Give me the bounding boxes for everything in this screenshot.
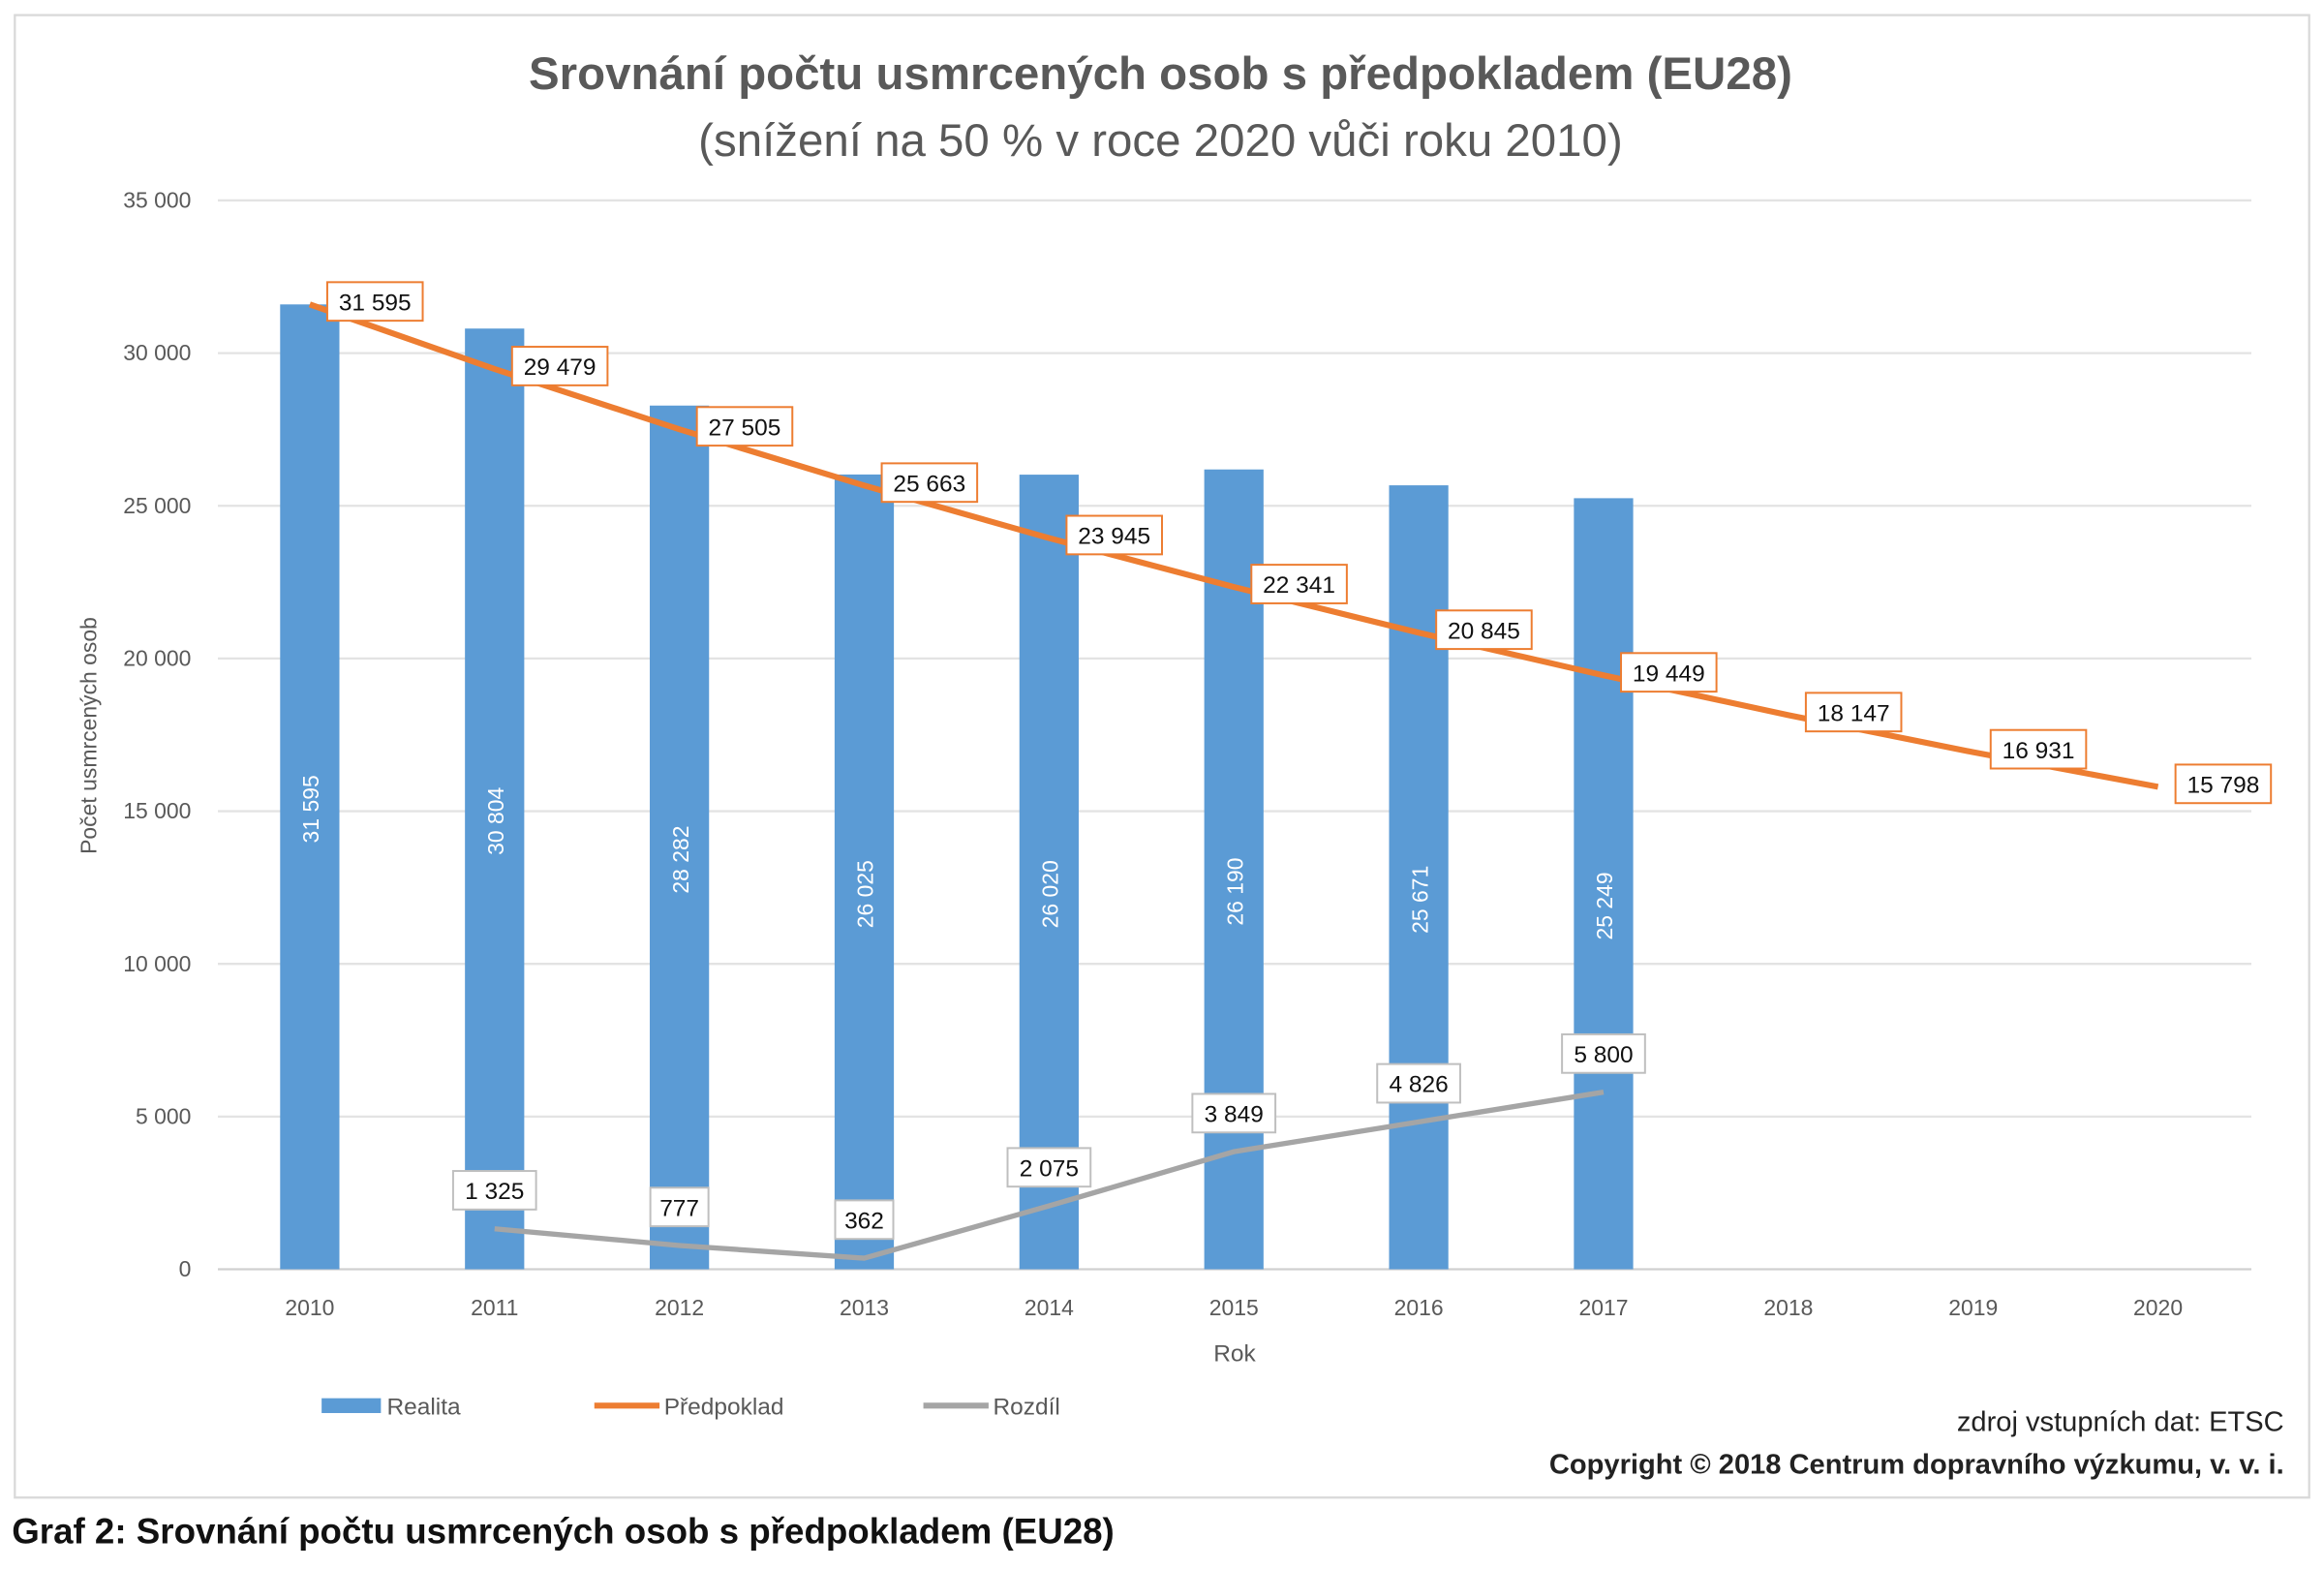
data-label-box [1065, 514, 1163, 556]
data-label-box [1006, 1147, 1092, 1188]
data-label: 19 449 [1633, 661, 1705, 687]
chart-title: Srovnání počtu usmrcených osob s předpok… [529, 48, 1792, 100]
bar-realita [280, 304, 340, 1270]
data-label: 20 845 [1448, 618, 1520, 644]
data-label: 1 325 [465, 1179, 524, 1205]
x-tick-label: 2011 [471, 1295, 518, 1320]
y-tick-label: 30 000 [123, 340, 191, 365]
legend-label: Realita [386, 1395, 461, 1421]
legend-item: Rozdíl [923, 1395, 1060, 1421]
x-tick-label: 2016 [1394, 1295, 1444, 1320]
data-label-box [1620, 652, 1718, 693]
data-label-box [1989, 728, 2088, 770]
data-label: 5 800 [1574, 1042, 1633, 1068]
data-label-box [834, 1199, 895, 1241]
bar-realita [1019, 475, 1079, 1270]
y-tick-label: 10 000 [123, 951, 191, 976]
bar-label: 30 804 [483, 787, 508, 855]
data-label-box [1804, 692, 1903, 733]
x-tick-label: 2010 [285, 1295, 334, 1320]
x-tick-label: 2014 [1024, 1295, 1074, 1320]
y-axis-label: Počet usmrcených osob [76, 617, 101, 854]
data-label-box [2174, 763, 2273, 805]
figure-caption: Graf 2: Srovnání počtu usmrcených osob s… [12, 1512, 1115, 1552]
chart-frame [14, 14, 2310, 1499]
y-tick-label: 0 [179, 1256, 192, 1281]
data-label-box [1435, 609, 1533, 651]
data-label-box [1376, 1062, 1461, 1104]
data-label-box [1250, 564, 1348, 604]
legend-label: Předpoklad [664, 1395, 784, 1421]
data-label: 29 479 [524, 354, 596, 381]
data-label-box [880, 462, 979, 504]
data-label-box [510, 346, 609, 386]
data-label-box [325, 281, 424, 323]
x-tick-label: 2018 [1763, 1295, 1813, 1320]
bar-label: 25 249 [1592, 872, 1617, 939]
data-label: 15 798 [2186, 773, 2259, 799]
bar-label: 25 671 [1407, 866, 1432, 934]
data-label: 777 [659, 1195, 699, 1221]
data-label: 23 945 [1078, 524, 1150, 550]
data-label: 18 147 [1818, 700, 1890, 726]
copyright: Copyright © 2018 Centrum dopravního výzk… [1549, 1450, 2284, 1481]
data-label: 2 075 [1020, 1155, 1079, 1182]
bar-label: 26 020 [1038, 860, 1063, 928]
data-label: 25 663 [893, 471, 965, 497]
legend-item: Realita [321, 1395, 461, 1421]
data-label-box [695, 406, 794, 447]
data-label: 16 931 [2003, 738, 2075, 764]
source-note: zdroj vstupních dat: ETSC [1957, 1406, 2284, 1437]
x-tick-label: 2019 [1948, 1295, 1998, 1320]
y-tick-label: 35 000 [123, 188, 191, 213]
bar-realita [834, 474, 895, 1270]
y-tick-label: 5 000 [136, 1104, 191, 1129]
x-axis-label: Rok [1213, 1340, 1256, 1367]
y-tick-label: 15 000 [123, 798, 191, 823]
data-label: 27 505 [709, 415, 781, 441]
y-tick-label: 25 000 [123, 493, 191, 518]
x-tick-label: 2013 [840, 1295, 889, 1320]
data-label-box [649, 1186, 710, 1228]
data-label: 362 [844, 1208, 884, 1234]
data-label: 22 341 [1263, 572, 1335, 599]
data-label-box [1191, 1092, 1277, 1134]
x-tick-label: 2012 [655, 1295, 704, 1320]
data-label: 4 826 [1389, 1072, 1448, 1098]
bar-realita [650, 405, 710, 1270]
bar-realita [1574, 498, 1634, 1270]
bar-label: 26 025 [853, 860, 878, 928]
bar-label: 26 190 [1222, 857, 1247, 925]
y-tick-label: 20 000 [123, 646, 191, 671]
x-tick-label: 2020 [2133, 1295, 2183, 1320]
x-tick-label: 2017 [1578, 1295, 1628, 1320]
data-label-box [451, 1170, 537, 1211]
chart-subtitle: (snížení na 50 % v roce 2020 vůči roku 2… [698, 115, 1623, 167]
x-tick-label: 2015 [1209, 1295, 1259, 1320]
legend-label: Rozdíl [994, 1395, 1060, 1421]
legend-item: Předpoklad [594, 1395, 784, 1421]
bar-realita [465, 328, 525, 1270]
data-label-box [1561, 1032, 1646, 1074]
data-label: 3 849 [1205, 1102, 1264, 1128]
bar-label: 31 595 [298, 775, 323, 843]
data-label: 31 595 [339, 290, 412, 316]
bar-label: 28 282 [668, 826, 693, 894]
legend-swatch [321, 1398, 382, 1413]
